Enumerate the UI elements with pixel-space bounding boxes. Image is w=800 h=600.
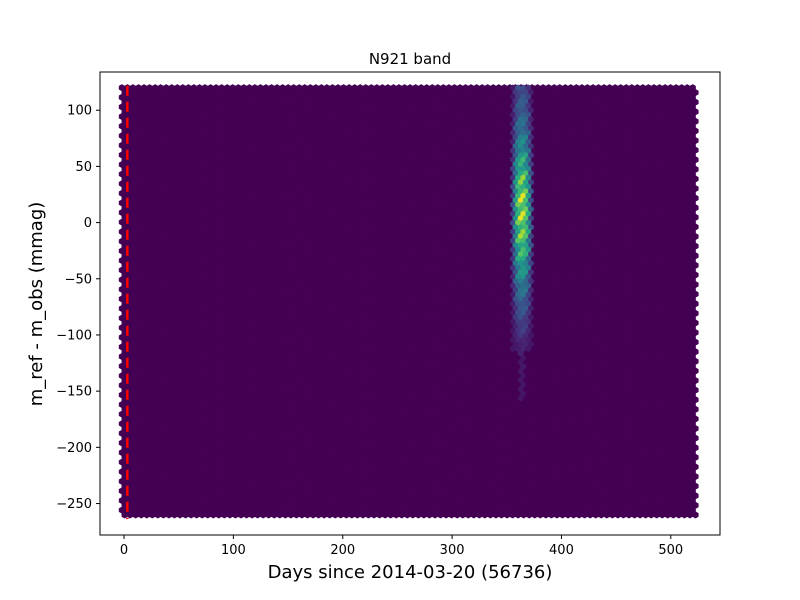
x-tick-label: 200 bbox=[330, 543, 355, 558]
density-bin bbox=[525, 345, 532, 352]
hexbin-layer bbox=[118, 84, 699, 519]
y-tick-label: −250 bbox=[56, 497, 92, 512]
y-tick-label: −150 bbox=[56, 385, 92, 400]
y-tick-label: −200 bbox=[56, 441, 92, 456]
density-bin bbox=[517, 394, 524, 402]
x-axis-ticks: 0 100 200 300 400 500 bbox=[120, 535, 683, 558]
x-axis-label: Days since 2014-03-20 (56736) bbox=[268, 562, 553, 583]
y-axis-label: m_ref - m_obs (mmag) bbox=[26, 202, 47, 407]
chart-title: N921 band bbox=[369, 50, 451, 68]
density-column bbox=[509, 84, 534, 402]
x-tick-label: 100 bbox=[221, 543, 246, 558]
x-tick-label: 400 bbox=[549, 543, 574, 558]
hexbin-background bbox=[118, 84, 699, 519]
density-bin bbox=[509, 345, 516, 352]
x-tick-label: 500 bbox=[658, 543, 683, 558]
y-axis-ticks: 100 50 0 −50 −100 −150 −200 −250 bbox=[56, 104, 100, 512]
y-tick-label: 100 bbox=[67, 104, 92, 119]
x-tick-label: 300 bbox=[440, 543, 465, 558]
y-tick-label: −100 bbox=[56, 328, 92, 343]
plot-frame bbox=[99, 71, 721, 536]
y-tick-label: −50 bbox=[65, 272, 92, 287]
y-tick-label: 0 bbox=[84, 216, 92, 231]
x-tick-label: 0 bbox=[120, 543, 128, 558]
y-tick-label: 50 bbox=[75, 160, 92, 175]
